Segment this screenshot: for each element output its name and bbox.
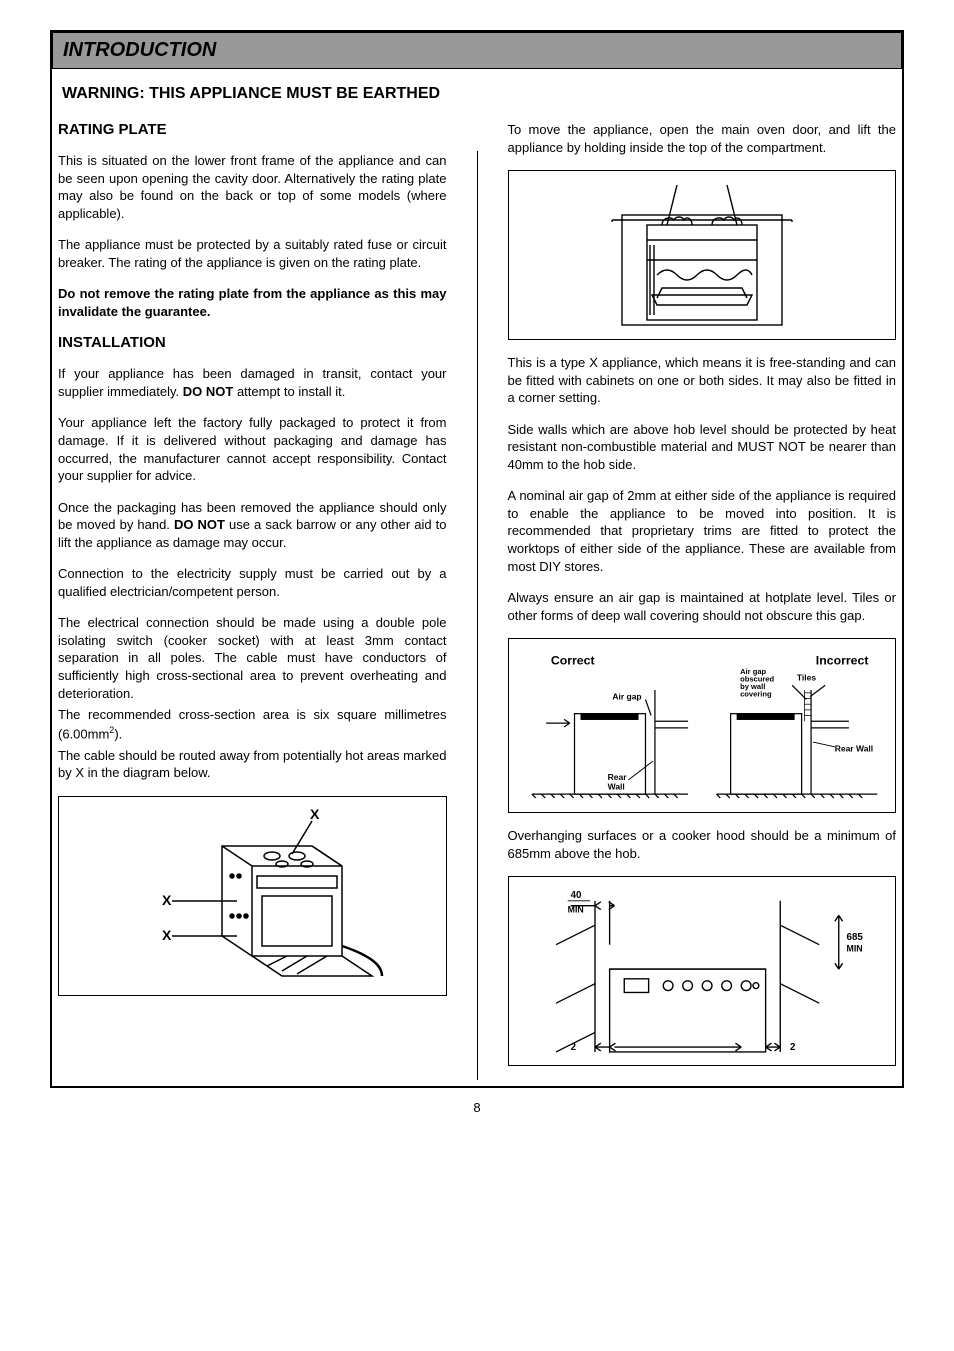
x-label: X — [162, 927, 172, 943]
install-para-5: The electrical connection should be made… — [58, 614, 447, 702]
min40-label: MIN — [567, 904, 583, 914]
rating-plate-heading: RATING PLATE — [58, 121, 447, 138]
install-para-3: Once the packaging has been removed the … — [58, 499, 447, 552]
air-gap-label: Air gap — [612, 692, 641, 702]
install-para-4: Connection to the electricity supply mus… — [58, 565, 447, 600]
min40-value: 40 — [570, 890, 581, 901]
lift-diagram — [508, 170, 897, 340]
correct-label: Correct — [550, 654, 594, 668]
min685-label: MIN — [846, 943, 862, 953]
install-para-2: Your appliance left the factory fully pa… — [58, 414, 447, 484]
page-content: WARNING: THIS APPLIANCE MUST BE EARTHED … — [52, 69, 902, 1086]
x-label: X — [310, 806, 320, 822]
install-para-6: The recommended cross-section area is si… — [58, 706, 447, 742]
sidewalls-para: Side walls which are above hob level sho… — [508, 421, 897, 474]
right-column: To move the appliance, open the main ove… — [508, 121, 897, 1080]
install-para-1: If your appliance has been damaged in tr… — [58, 365, 447, 400]
left-column: RATING PLATE This is situated on the low… — [58, 121, 447, 1080]
two-column-layout: RATING PLATE This is situated on the low… — [58, 121, 896, 1080]
cable-routing-svg: X X X — [72, 806, 432, 986]
warning-heading: WARNING: THIS APPLIANCE MUST BE EARTHED — [58, 85, 896, 103]
clearance-svg: 40 MIN 685 MIN 2 2 — [517, 884, 888, 1059]
do-not-text: DO NOT — [183, 384, 234, 399]
text: ). — [114, 726, 122, 741]
min685-value: 685 — [846, 932, 863, 943]
lift-svg — [592, 180, 812, 330]
install-para-7: The cable should be routed away from pot… — [58, 747, 447, 782]
gap2-left: 2 — [570, 1042, 576, 1053]
airgap-svg: Correct Incorrect — [513, 643, 892, 808]
rear-wall-label: Rear — [607, 772, 627, 782]
move-appliance-para: To move the appliance, open the main ove… — [508, 121, 897, 156]
incorrect-label: Incorrect — [815, 654, 868, 668]
column-divider — [477, 151, 478, 1080]
section-banner: INTRODUCTION — [52, 32, 902, 69]
cable-routing-diagram: X X X — [58, 796, 447, 996]
rear-wall-label-r: Rear Wall — [834, 744, 872, 754]
do-not-text: DO NOT — [174, 517, 225, 532]
rear-wall-label-2: Wall — [607, 782, 624, 792]
type-x-para: This is a type X appliance, which means … — [508, 354, 897, 407]
x-label: X — [162, 892, 172, 908]
rating-plate-para-2: The appliance must be protected by a sui… — [58, 236, 447, 271]
section-title: INTRODUCTION — [63, 39, 891, 62]
installation-heading: INSTALLATION — [58, 334, 447, 351]
hotplate-para: Always ensure an air gap is maintained a… — [508, 589, 897, 624]
clearance-diagram: 40 MIN 685 MIN 2 2 — [508, 876, 897, 1066]
text: attempt to install it. — [233, 384, 345, 399]
page-number: 8 — [50, 1100, 904, 1115]
obscured-label-4: covering — [740, 690, 772, 699]
tiles-label: Tiles — [796, 673, 815, 683]
airgap-para: A nominal air gap of 2mm at either side … — [508, 487, 897, 575]
rating-plate-para-3: Do not remove the rating plate from the … — [58, 285, 447, 320]
rating-plate-para-1: This is situated on the lower front fram… — [58, 152, 447, 222]
page-border: INTRODUCTION WARNING: THIS APPLIANCE MUS… — [50, 30, 904, 1088]
overhang-para: Overhanging surfaces or a cooker hood sh… — [508, 827, 897, 862]
gap2-right: 2 — [790, 1042, 796, 1053]
airgap-diagram: Correct Incorrect — [508, 638, 897, 813]
